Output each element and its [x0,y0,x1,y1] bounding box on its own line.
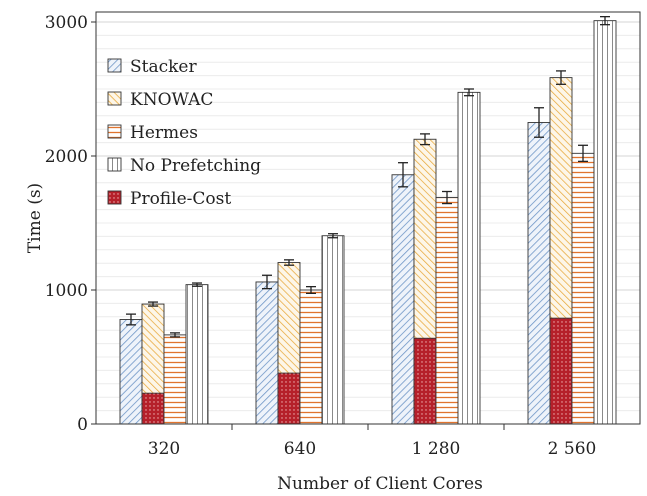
legend-label: Stacker [130,57,197,77]
error-bar [306,285,316,295]
bar-hermes [571,152,595,425]
error-bar [420,133,430,146]
bar-hermes [299,289,323,425]
legend-swatch [107,157,122,172]
legend-swatch [107,190,122,205]
legend-label: KNOWAC [130,90,213,110]
legend-label: Profile-Cost [130,189,231,209]
error-bar [600,15,610,26]
y-tick-label: 1000 [45,281,88,301]
error-bar [442,190,452,205]
y-axis-label: Time (s) [25,183,45,253]
error-bar [192,282,202,287]
bar-stacker [119,319,143,425]
legend-item: Profile-Cost [107,189,231,209]
bar-profile-cost [277,372,301,425]
error-bar [126,313,136,326]
x-axis-label: Number of Client Cores [277,474,483,494]
bar-hermes [435,197,459,425]
bar-profile-cost [141,392,165,425]
bar-stacker [527,122,551,425]
bars [119,15,617,425]
x-tick-label: 320 [148,439,180,459]
legend-item: Stacker [107,57,197,77]
bar-stacker [391,174,415,425]
legend-swatch [107,91,122,106]
y-tick-label: 3000 [45,13,88,33]
bar-no-prefetching [185,284,209,425]
bar-profile-cost [549,317,573,425]
legend-swatch [107,124,122,139]
x-tick-label: 2 560 [548,439,597,459]
x-tick-label: 640 [284,439,316,459]
legend-item: KNOWAC [107,90,213,110]
y-tick-label: 0 [77,415,88,435]
legend-label: No Prefetching [130,156,261,176]
error-bar [398,162,408,188]
legend-item: No Prefetching [107,156,261,176]
legend-label: Hermes [130,123,198,143]
error-bar [262,274,272,290]
error-bar [328,233,338,239]
error-bar [534,107,544,138]
legend-item: Hermes [107,123,198,143]
bar-hermes [163,334,187,425]
bar-no-prefetching [321,235,345,425]
error-bar [148,301,158,307]
bar-profile-cost [413,337,437,425]
bar-stacker [255,281,279,425]
error-bar [578,144,588,163]
error-bar [464,88,474,97]
legend: Stacker KNOWAC Hermes No Prefetching Profile… [107,57,261,209]
axes: 0 1000 2000 3000 Time (s) Number of Client Co… [25,11,641,494]
error-bar [284,259,294,266]
legend-swatch [107,58,122,73]
x-tick-label: 1 280 [412,439,461,459]
error-bar [556,70,566,85]
error-bar [170,332,180,338]
bar-no-prefetching [457,91,481,425]
bar-no-prefetching [593,20,617,425]
y-tick-label: 2000 [45,147,88,167]
